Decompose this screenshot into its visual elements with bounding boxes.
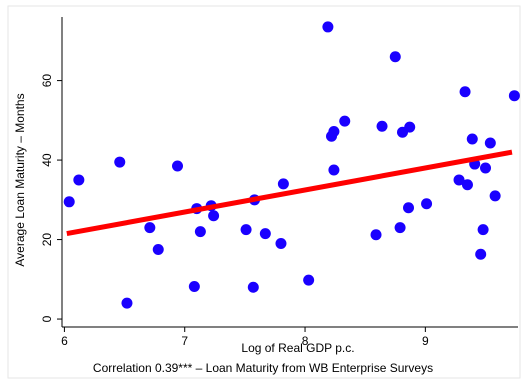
x-tick-label: 6 — [61, 334, 68, 348]
y-axis-ticks: 0 20 40 60 — [40, 74, 62, 322]
data-points — [63, 21, 520, 309]
data-point — [247, 281, 259, 293]
chart-note: Correlation 0.39*** – Loan Maturity from… — [93, 361, 433, 375]
x-tick-label: 7 — [181, 334, 188, 348]
data-point — [275, 238, 287, 250]
data-point — [277, 178, 289, 190]
y-tick-label: 60 — [40, 74, 54, 88]
fit-line — [66, 149, 513, 237]
data-point — [403, 202, 415, 214]
data-point — [328, 164, 340, 176]
data-point — [63, 196, 75, 208]
data-point — [389, 51, 401, 63]
x-tick-label: 8 — [302, 334, 309, 348]
y-tick-label: 40 — [40, 153, 54, 167]
data-point — [259, 228, 271, 240]
data-point — [188, 280, 200, 292]
x-axis-ticks: 6 7 8 9 — [61, 327, 429, 348]
data-point — [73, 174, 85, 186]
data-point — [508, 90, 520, 102]
data-point — [370, 229, 382, 241]
y-tick-label: 20 — [40, 233, 54, 247]
data-point — [421, 198, 433, 210]
x-tick-label: 9 — [422, 334, 429, 348]
data-point — [240, 224, 252, 236]
data-point — [484, 137, 496, 149]
data-point — [475, 248, 487, 260]
x-axis-label: Log of Real GDP p.c. — [241, 341, 354, 355]
data-point — [480, 162, 492, 174]
data-point — [152, 244, 164, 255]
data-point — [461, 179, 473, 191]
y-tick-label: 0 — [40, 315, 54, 322]
data-point — [194, 226, 206, 238]
y-axis-label: Average Loan Maturity – Months — [13, 93, 27, 266]
data-point — [172, 160, 184, 172]
plot-area: 6 7 8 9 0 20 40 60 — [40, 17, 520, 348]
data-point — [114, 156, 126, 168]
data-point — [144, 222, 156, 234]
data-point — [339, 115, 351, 127]
data-point — [208, 210, 220, 222]
data-point — [328, 125, 340, 137]
figure-frame — [7, 5, 521, 379]
data-point — [466, 133, 478, 145]
data-point — [322, 21, 334, 33]
data-point — [489, 190, 501, 202]
data-point — [376, 120, 388, 132]
data-point — [477, 224, 489, 236]
data-point — [459, 86, 471, 98]
data-point — [404, 121, 416, 133]
data-point — [394, 222, 406, 234]
data-point — [121, 297, 133, 309]
data-point — [453, 174, 465, 186]
data-point — [303, 274, 315, 286]
